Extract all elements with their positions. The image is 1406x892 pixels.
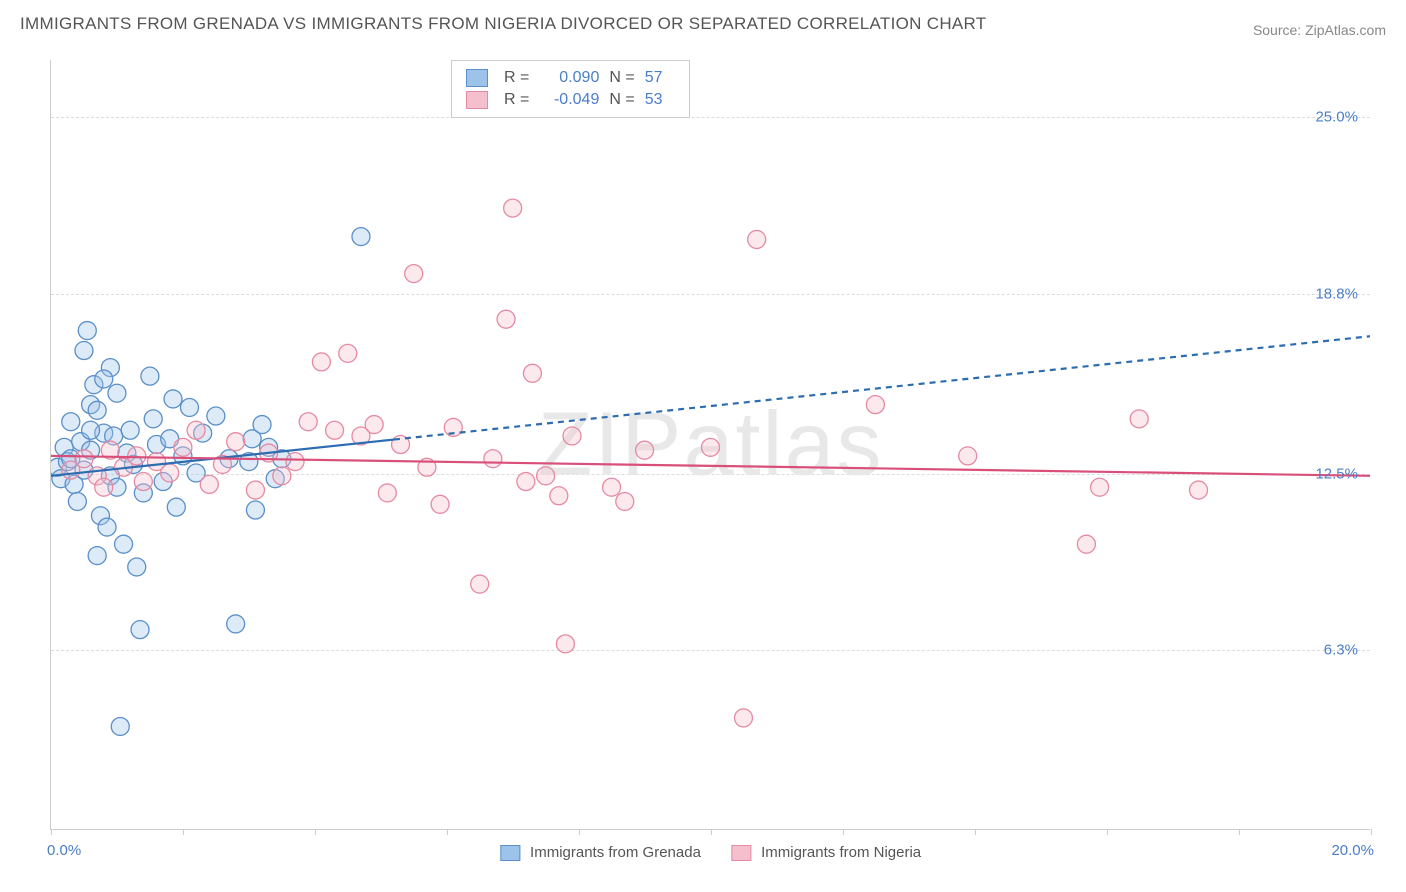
scatter-point — [299, 413, 317, 431]
scatter-point — [78, 322, 96, 340]
scatter-point — [616, 492, 634, 510]
stat-r-grenada: 0.090 — [539, 69, 599, 87]
scatter-point — [748, 230, 766, 248]
y-tick-label: 12.5% — [1315, 465, 1358, 482]
y-tick-label: 18.8% — [1315, 285, 1358, 302]
scatter-point — [174, 438, 192, 456]
scatter-point — [131, 621, 149, 639]
scatter-point — [75, 342, 93, 360]
swatch-grenada — [500, 845, 520, 861]
scatter-point — [484, 450, 502, 468]
scatter-point — [95, 478, 113, 496]
stat-n-grenada: 57 — [645, 69, 675, 87]
scatter-point — [200, 475, 218, 493]
scatter-point — [161, 464, 179, 482]
legend-label-grenada: Immigrants from Grenada — [530, 844, 701, 861]
scatter-point — [326, 421, 344, 439]
stat-r-label: R = — [504, 69, 529, 87]
scatter-point — [121, 421, 139, 439]
legend-label-nigeria: Immigrants from Nigeria — [761, 844, 921, 861]
x-axis-max-label: 20.0% — [1331, 842, 1374, 859]
stats-row-nigeria: R = -0.049 N = 53 — [466, 89, 675, 111]
stats-legend-box: R = 0.090 N = 57 R = -0.049 N = 53 — [451, 60, 690, 118]
scatter-point — [141, 367, 159, 385]
stat-n-label: N = — [609, 91, 634, 109]
scatter-point — [1130, 410, 1148, 428]
scatter-point — [164, 390, 182, 408]
scatter-point — [273, 467, 291, 485]
scatter-point — [134, 473, 152, 491]
bottom-legend: Immigrants from Grenada Immigrants from … — [500, 844, 921, 861]
scatter-point — [517, 473, 535, 491]
scatter-point — [187, 421, 205, 439]
scatter-point — [866, 396, 884, 414]
scatter-point — [62, 413, 80, 431]
scatter-point — [75, 450, 93, 468]
scatter-point — [603, 478, 621, 496]
scatter-point — [471, 575, 489, 593]
scatter-point — [111, 717, 129, 735]
scatter-point — [1190, 481, 1208, 499]
scatter-point — [227, 615, 245, 633]
stat-r-label: R = — [504, 91, 529, 109]
scatter-point — [556, 635, 574, 653]
scatter-point — [286, 453, 304, 471]
scatter-point — [497, 310, 515, 328]
trend-line-dashed — [394, 336, 1370, 439]
swatch-nigeria — [731, 845, 751, 861]
chart-source: Source: ZipAtlas.com — [1253, 22, 1386, 38]
scatter-point — [144, 410, 162, 428]
y-tick-label: 6.3% — [1324, 642, 1358, 659]
scatter-point — [128, 558, 146, 576]
scatter-point — [115, 535, 133, 553]
scatter-point — [82, 421, 100, 439]
scatter-point — [352, 228, 370, 246]
swatch-nigeria — [466, 91, 488, 109]
scatter-point — [431, 495, 449, 513]
scatter-point — [523, 364, 541, 382]
stat-n-label: N = — [609, 69, 634, 87]
scatter-point — [563, 427, 581, 445]
scatter-point — [1077, 535, 1095, 553]
scatter-point — [365, 416, 383, 434]
scatter-point — [128, 447, 146, 465]
scatter-svg — [51, 60, 1370, 829]
scatter-point — [339, 344, 357, 362]
scatter-point — [1091, 478, 1109, 496]
stat-r-nigeria: -0.049 — [539, 91, 599, 109]
scatter-point — [504, 199, 522, 217]
scatter-point — [378, 484, 396, 502]
scatter-point — [550, 487, 568, 505]
correlation-chart: IMMIGRANTS FROM GRENADA VS IMMIGRANTS FR… — [0, 0, 1406, 892]
y-tick-label: 25.0% — [1315, 109, 1358, 126]
swatch-grenada — [466, 69, 488, 87]
scatter-point — [959, 447, 977, 465]
scatter-point — [636, 441, 654, 459]
scatter-point — [88, 547, 106, 565]
scatter-point — [207, 407, 225, 425]
legend-item-nigeria: Immigrants from Nigeria — [731, 844, 921, 861]
scatter-point — [405, 265, 423, 283]
scatter-point — [181, 398, 199, 416]
scatter-point — [227, 433, 245, 451]
chart-title: IMMIGRANTS FROM GRENADA VS IMMIGRANTS FR… — [20, 14, 987, 34]
scatter-point — [95, 370, 113, 388]
scatter-point — [312, 353, 330, 371]
stat-n-nigeria: 53 — [645, 91, 675, 109]
scatter-point — [98, 518, 116, 536]
scatter-point — [734, 709, 752, 727]
scatter-point — [253, 416, 271, 434]
scatter-point — [246, 501, 264, 519]
scatter-point — [108, 384, 126, 402]
legend-item-grenada: Immigrants from Grenada — [500, 844, 701, 861]
scatter-point — [167, 498, 185, 516]
scatter-point — [246, 481, 264, 499]
scatter-point — [68, 492, 86, 510]
scatter-point — [702, 438, 720, 456]
stats-row-grenada: R = 0.090 N = 57 — [466, 67, 675, 89]
scatter-point — [537, 467, 555, 485]
plot-area: ZIPatlas 6.3%12.5%18.8%25.0% R = 0.090 N… — [50, 60, 1370, 830]
x-axis-min-label: 0.0% — [47, 842, 81, 859]
scatter-point — [88, 401, 106, 419]
